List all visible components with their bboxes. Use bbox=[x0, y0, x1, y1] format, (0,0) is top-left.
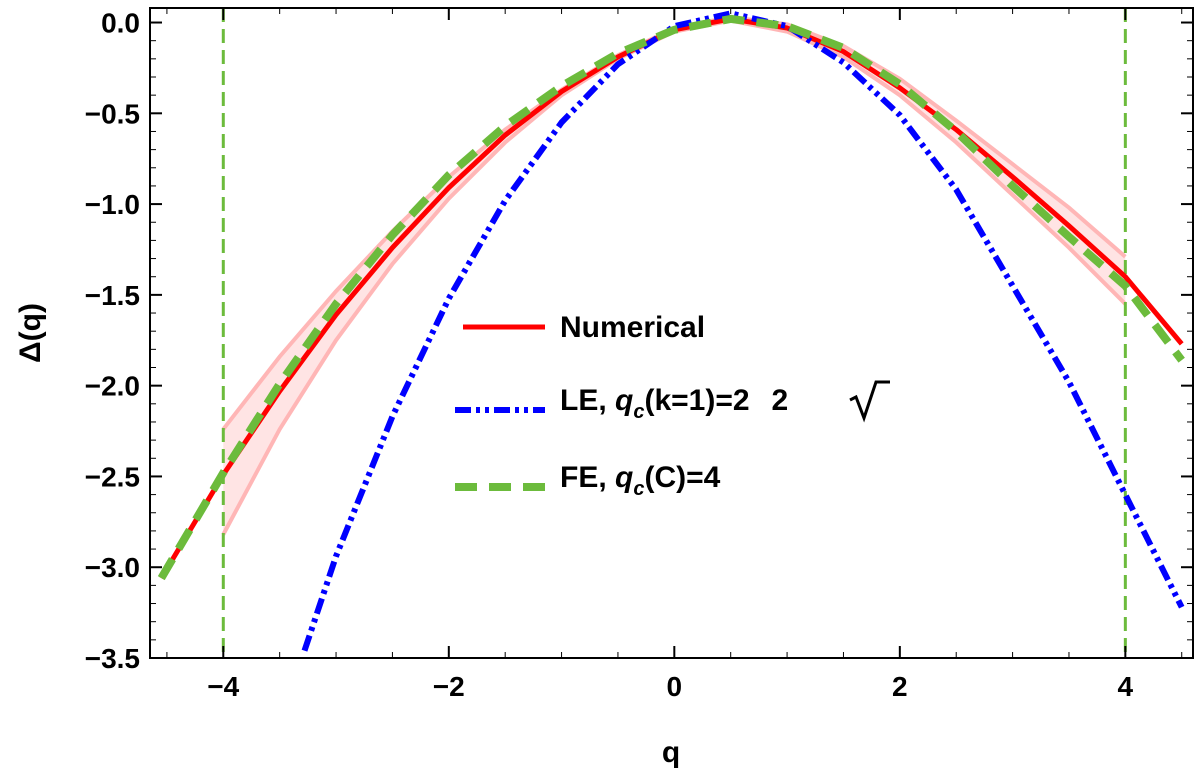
band-upper-line bbox=[221, 15, 1127, 431]
y-tick-label: −1.0 bbox=[85, 189, 140, 220]
y-tick-label: −2.0 bbox=[85, 371, 140, 402]
x-tick-label: −2 bbox=[433, 671, 465, 702]
series-le-line bbox=[301, 10, 1185, 652]
x-tick-label: 0 bbox=[667, 671, 683, 702]
legend: Numerical LE, qc(k=1)=2 2 FE, qc(C)=4 bbox=[455, 311, 890, 500]
x-tick-label: 4 bbox=[1118, 671, 1134, 702]
y-tick-label: −1.5 bbox=[85, 280, 140, 311]
legend-label-fe: FE, qc(C)=4 bbox=[560, 461, 721, 500]
y-tick-label: −3.0 bbox=[85, 552, 140, 583]
y-tick-label: −3.5 bbox=[85, 643, 140, 674]
y-tick-label: −2.5 bbox=[85, 461, 140, 492]
series-numerical-line bbox=[159, 16, 1184, 580]
plot-area bbox=[157, 8, 1185, 658]
y-tick-label: 0.0 bbox=[101, 8, 140, 39]
series-fe-line bbox=[157, 14, 1185, 581]
x-tick-label: −4 bbox=[207, 671, 239, 702]
sqrt-symbol bbox=[849, 380, 890, 423]
plot-frame bbox=[149, 7, 1194, 659]
y-axis-label: Δ(q) bbox=[14, 303, 47, 363]
x-axis-label: q bbox=[662, 736, 680, 769]
x-tick-label: 2 bbox=[892, 671, 908, 702]
legend-label-numerical: Numerical bbox=[560, 311, 705, 344]
legend-label-le: LE, qc(k=1)=2 2 bbox=[560, 384, 788, 423]
y-tick-label: −0.5 bbox=[85, 98, 140, 129]
axis-ticks: 0.0 −0.5 −1.0 −1.5 −2.0 −2.5 −3.0 −3.5 −4 −2 0 2 4 bbox=[85, 8, 1193, 702]
